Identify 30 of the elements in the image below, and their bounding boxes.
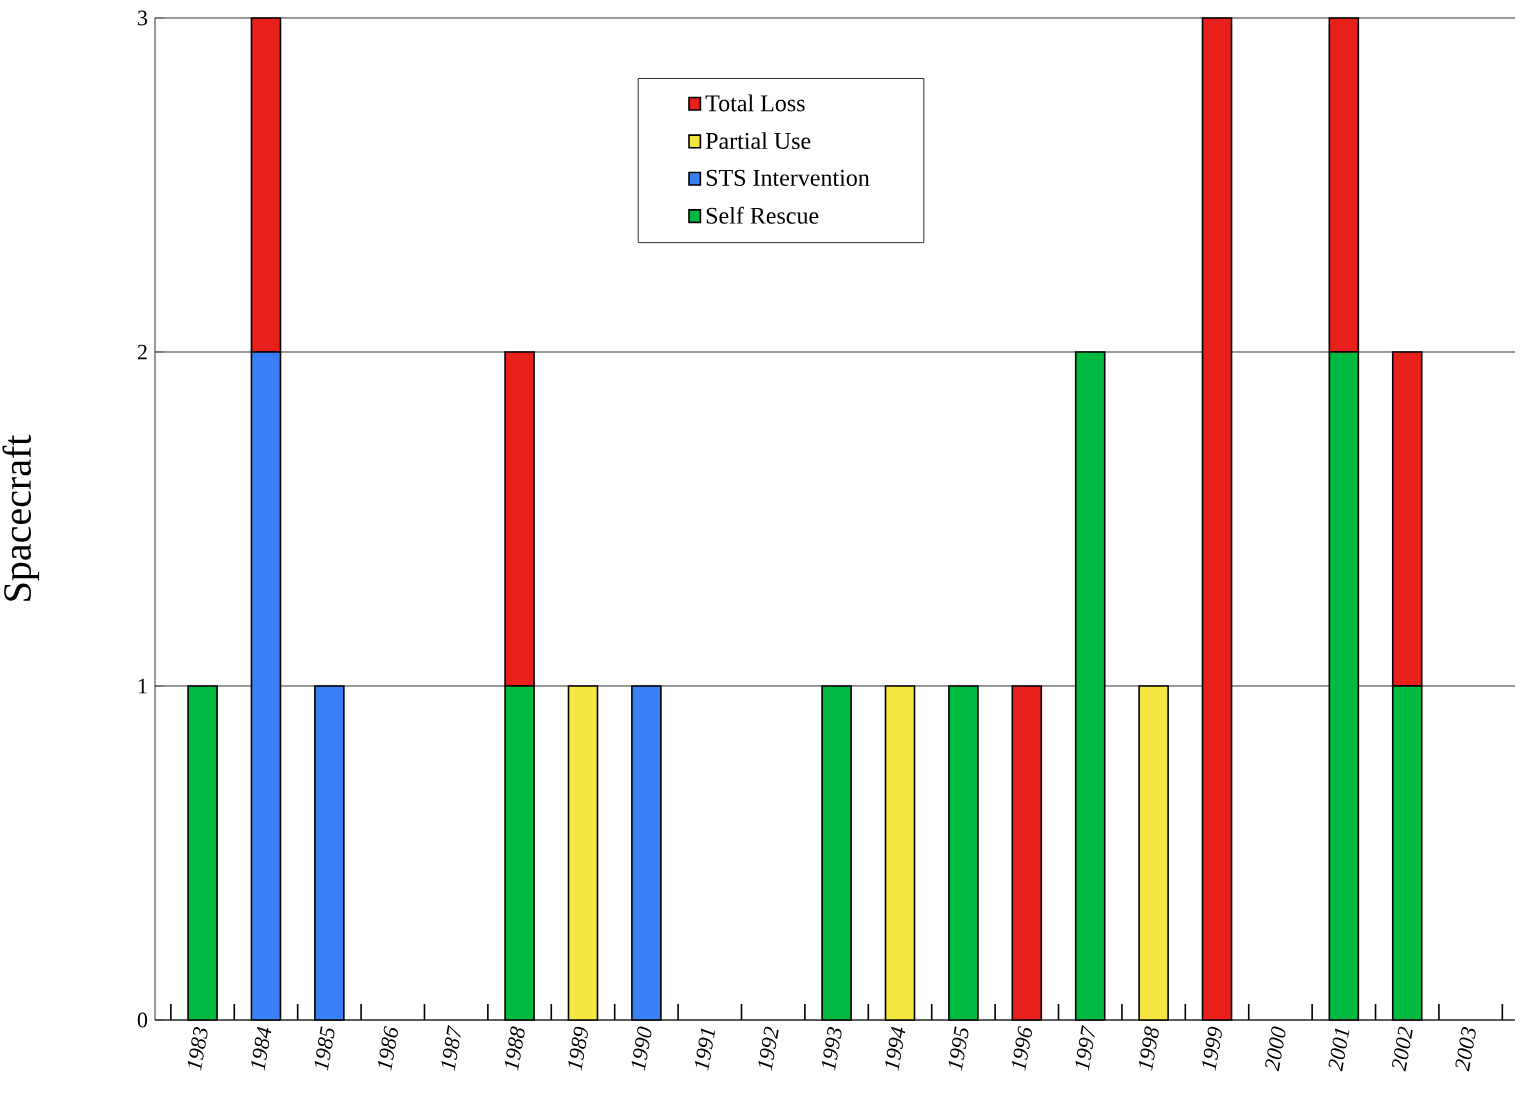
x-tick-label: 2000 <box>1265 1026 1286 1072</box>
x-tick-label: 1989 <box>568 1026 588 1071</box>
y-axis-title: Spacecraft <box>2 434 40 601</box>
x-tick-label: 1997 <box>1075 1024 1095 1071</box>
x-tick-label: 1986 <box>378 1025 398 1071</box>
x-tick-label: 1999 <box>1202 1026 1222 1071</box>
legend-label: Total Loss <box>705 94 805 112</box>
x-tick-label: 1995 <box>948 1026 969 1071</box>
x-tick-label: 2002 <box>1392 1026 1413 1072</box>
x-tick-label: 1993 <box>821 1026 842 1071</box>
x-tick-label: 2001 <box>1328 1028 1350 1072</box>
x-tick-label: 2003 <box>1455 1026 1476 1072</box>
x-tick-label: 1987 <box>441 1024 461 1071</box>
x-tick-label: 1996 <box>1012 1025 1032 1071</box>
x-tick-label: 1990 <box>631 1026 652 1071</box>
y-tick-label: 1 <box>138 678 147 694</box>
y-tick-label: 2 <box>137 344 147 360</box>
x-tick-label: 1998 <box>1138 1026 1159 1071</box>
legend-label: Self Rescue <box>706 206 819 224</box>
x-tick-label: 1992 <box>758 1026 779 1071</box>
x-tick-label: 1984 <box>251 1026 272 1071</box>
y-tick-label: 3 <box>138 10 148 26</box>
y-tick-label: 0 <box>137 1012 148 1028</box>
x-tick-label: 1983 <box>187 1026 208 1071</box>
legend-label: Partial Use <box>705 132 811 150</box>
x-tick-label: 1985 <box>314 1026 335 1071</box>
x-tick-label: 1991 <box>695 1028 716 1071</box>
x-tick-label: 1988 <box>504 1026 525 1071</box>
x-tick-label: 1994 <box>885 1026 906 1071</box>
legend-label: STS Intervention <box>706 169 870 186</box>
